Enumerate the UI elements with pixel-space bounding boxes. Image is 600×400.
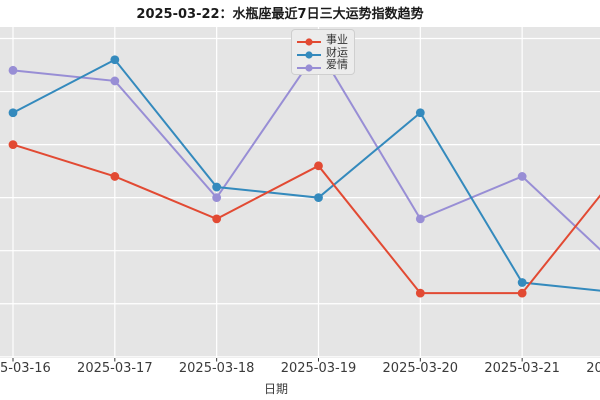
legend-dot bbox=[305, 51, 313, 59]
data-point bbox=[517, 288, 527, 298]
plot-background bbox=[0, 27, 600, 358]
x-tick-label: 2025-03-22 bbox=[586, 361, 600, 376]
data-point bbox=[314, 161, 323, 171]
data-point bbox=[517, 172, 527, 181]
data-point bbox=[212, 193, 222, 203]
x-axis-title: 日期 bbox=[263, 382, 289, 396]
data-point bbox=[415, 288, 425, 298]
data-point bbox=[415, 214, 425, 224]
line-marker-icon bbox=[296, 59, 322, 72]
data-point bbox=[8, 140, 18, 150]
legend-item-career: 事业 bbox=[296, 33, 348, 46]
data-point bbox=[212, 182, 222, 192]
data-point bbox=[110, 55, 120, 65]
x-tick-label: 2025-03-18 bbox=[179, 361, 255, 376]
x-tick-label: 2025-03-16 bbox=[0, 361, 51, 376]
legend-label: 事业 bbox=[326, 32, 348, 46]
legend-label: 财运 bbox=[326, 45, 348, 59]
legend-dot bbox=[305, 64, 313, 72]
data-point bbox=[314, 193, 323, 203]
legend-item-love: 爱情 bbox=[296, 58, 348, 72]
legend: 事业 财运 爱情 bbox=[291, 29, 355, 75]
line-marker-icon bbox=[296, 33, 322, 46]
line-marker-icon bbox=[296, 46, 322, 59]
x-tick-label: 2025-03-21 bbox=[484, 361, 560, 376]
data-point bbox=[110, 172, 120, 181]
x-tick-label: 2025-03-17 bbox=[77, 361, 153, 376]
data-point bbox=[8, 65, 18, 75]
data-point bbox=[8, 108, 18, 118]
data-point bbox=[110, 76, 120, 86]
legend-label: 爱情 bbox=[326, 58, 348, 72]
x-tick-label: 2025-03-20 bbox=[383, 361, 459, 376]
x-tick-label: 2025-03-19 bbox=[281, 361, 357, 376]
legend-item-wealth: 财运 bbox=[296, 46, 348, 59]
data-point bbox=[212, 214, 222, 224]
data-point bbox=[517, 278, 527, 287]
chart-title: 2025-03-22：水瓶座最近7日三大运势指数趋势 bbox=[136, 7, 424, 22]
data-point bbox=[415, 108, 425, 118]
legend-dot bbox=[305, 38, 313, 46]
